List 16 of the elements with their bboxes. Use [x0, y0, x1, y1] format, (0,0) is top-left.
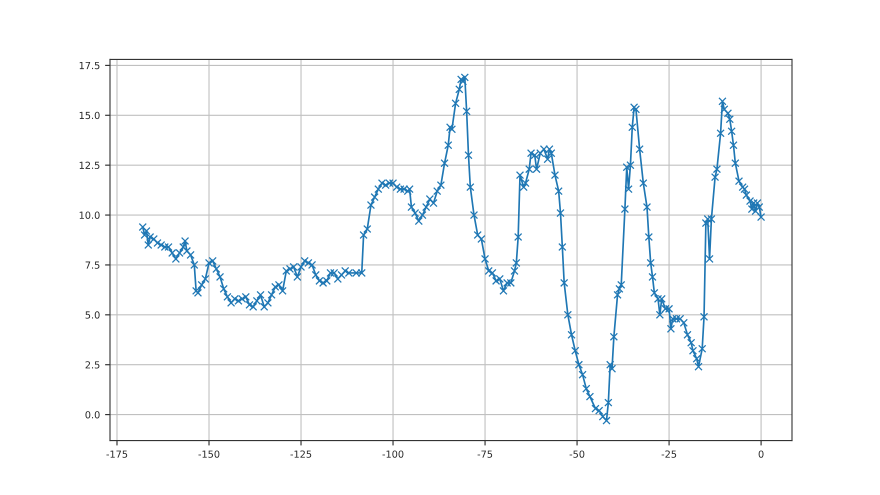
y-tick-label: 10.0 — [80, 212, 100, 219]
y-tick-label: 17.5 — [80, 62, 100, 70]
x-tick-label: -50 — [570, 450, 584, 458]
y-tick-label: 7.5 — [86, 262, 100, 269]
x-tick-label: -150 — [198, 450, 220, 458]
y-tick-label: 5.0 — [86, 311, 100, 319]
y-tick-label: 0.0 — [85, 411, 100, 418]
x-tick-label: -175 — [106, 450, 128, 458]
y-tick-label: 12.5 — [80, 162, 100, 169]
x-tick-label: -125 — [290, 450, 312, 458]
x-tick-label: -25 — [662, 450, 676, 458]
x-tick-label: 0 — [758, 450, 764, 458]
y-tick-label: 2.5 — [86, 361, 100, 369]
x-tick-label: -100 — [382, 450, 404, 458]
x-tick-label: -75 — [478, 450, 492, 458]
y-tick-label: 15.0 — [80, 112, 100, 120]
